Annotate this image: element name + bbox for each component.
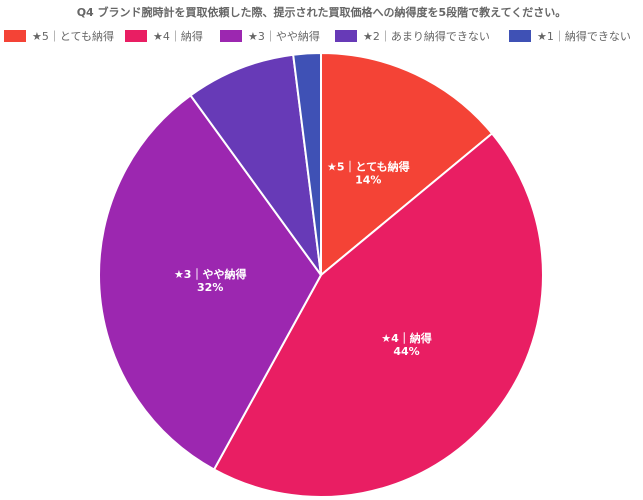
legend-label: ★5｜とても納得 bbox=[32, 30, 114, 43]
slice-name-label: ★5｜とても納得 bbox=[327, 160, 410, 174]
legend-swatch bbox=[4, 30, 26, 42]
slice-name-label: ★3｜やや納得 bbox=[174, 267, 247, 281]
legend-swatch bbox=[335, 30, 357, 42]
legend-label: ★4｜納得 bbox=[153, 30, 203, 43]
legend-swatch bbox=[220, 30, 242, 42]
legend-label: ★1｜納得できない bbox=[537, 30, 631, 43]
legend-label: ★2｜あまり納得できない bbox=[363, 30, 490, 43]
legend: ★5｜とても納得 ★4｜納得 ★3｜やや納得 ★2｜あまり納得できない ★1｜納… bbox=[0, 28, 643, 46]
slice-name-label: ★4｜納得 bbox=[381, 331, 432, 345]
slice-percent-label: 32% bbox=[197, 281, 223, 294]
chart-title: Q4 ブランド腕時計を買取依頼した際、提示された買取価格への納得度を5段階で教え… bbox=[76, 6, 567, 19]
legend-swatch bbox=[125, 30, 147, 42]
legend-swatch bbox=[509, 30, 531, 42]
pie-slice-3[interactable] bbox=[98, 94, 323, 471]
legend-item-star4[interactable]: ★4｜納得 bbox=[125, 28, 203, 44]
slice-percent-label: 14% bbox=[355, 174, 381, 187]
slice-percent-label: 44% bbox=[393, 345, 419, 358]
legend-label: ★3｜やや納得 bbox=[248, 30, 320, 43]
pie-slice-5[interactable] bbox=[320, 51, 494, 278]
pie-slice-1[interactable] bbox=[292, 51, 322, 276]
legend-item-star5[interactable]: ★5｜とても納得 bbox=[4, 28, 114, 44]
legend-item-star1[interactable]: ★1｜納得できない bbox=[509, 28, 631, 44]
legend-item-star3[interactable]: ★3｜やや納得 bbox=[220, 28, 320, 44]
pie-slice-2[interactable] bbox=[189, 53, 322, 276]
legend-item-star2[interactable]: ★2｜あまり納得できない bbox=[335, 28, 490, 44]
pie-slice-4[interactable] bbox=[212, 132, 544, 498]
